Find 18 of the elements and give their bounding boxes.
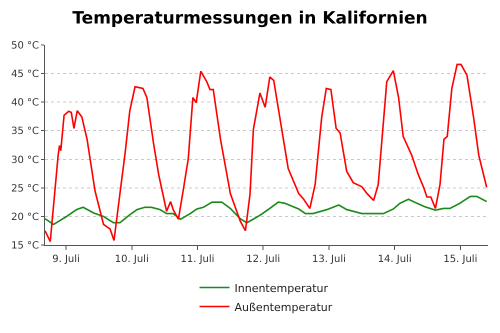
legend-label: Innentemperatur (234, 282, 329, 295)
y-tick-label: 50 °C (11, 40, 40, 52)
x-tick-label: 12. Juli (246, 254, 280, 265)
y-tick-label: 40 °C (11, 98, 40, 109)
y-tick-label: 25 °C (11, 183, 40, 194)
x-tick-label: 9. Juli (52, 254, 80, 265)
x-tick-label: 13. Juli (312, 254, 346, 265)
y-tick-label: 15 °C (11, 240, 40, 252)
y-tick-label: 45 °C (11, 69, 40, 80)
y-tick-label: 30 °C (11, 154, 40, 166)
y-tick-label: 20 °C (11, 212, 40, 223)
x-tick-label: 14. Juli (378, 254, 412, 265)
x-tick-label: 10. Juli (114, 254, 149, 265)
x-tick-label: 11. Juli (180, 254, 214, 265)
legend-label: Außentemperatur (234, 300, 333, 314)
y-tick-label: 35 °C (11, 126, 40, 138)
x-tick-label: 15. Juli (443, 254, 478, 265)
chart-title: Temperaturmessungen in Kalifornien (72, 8, 428, 29)
